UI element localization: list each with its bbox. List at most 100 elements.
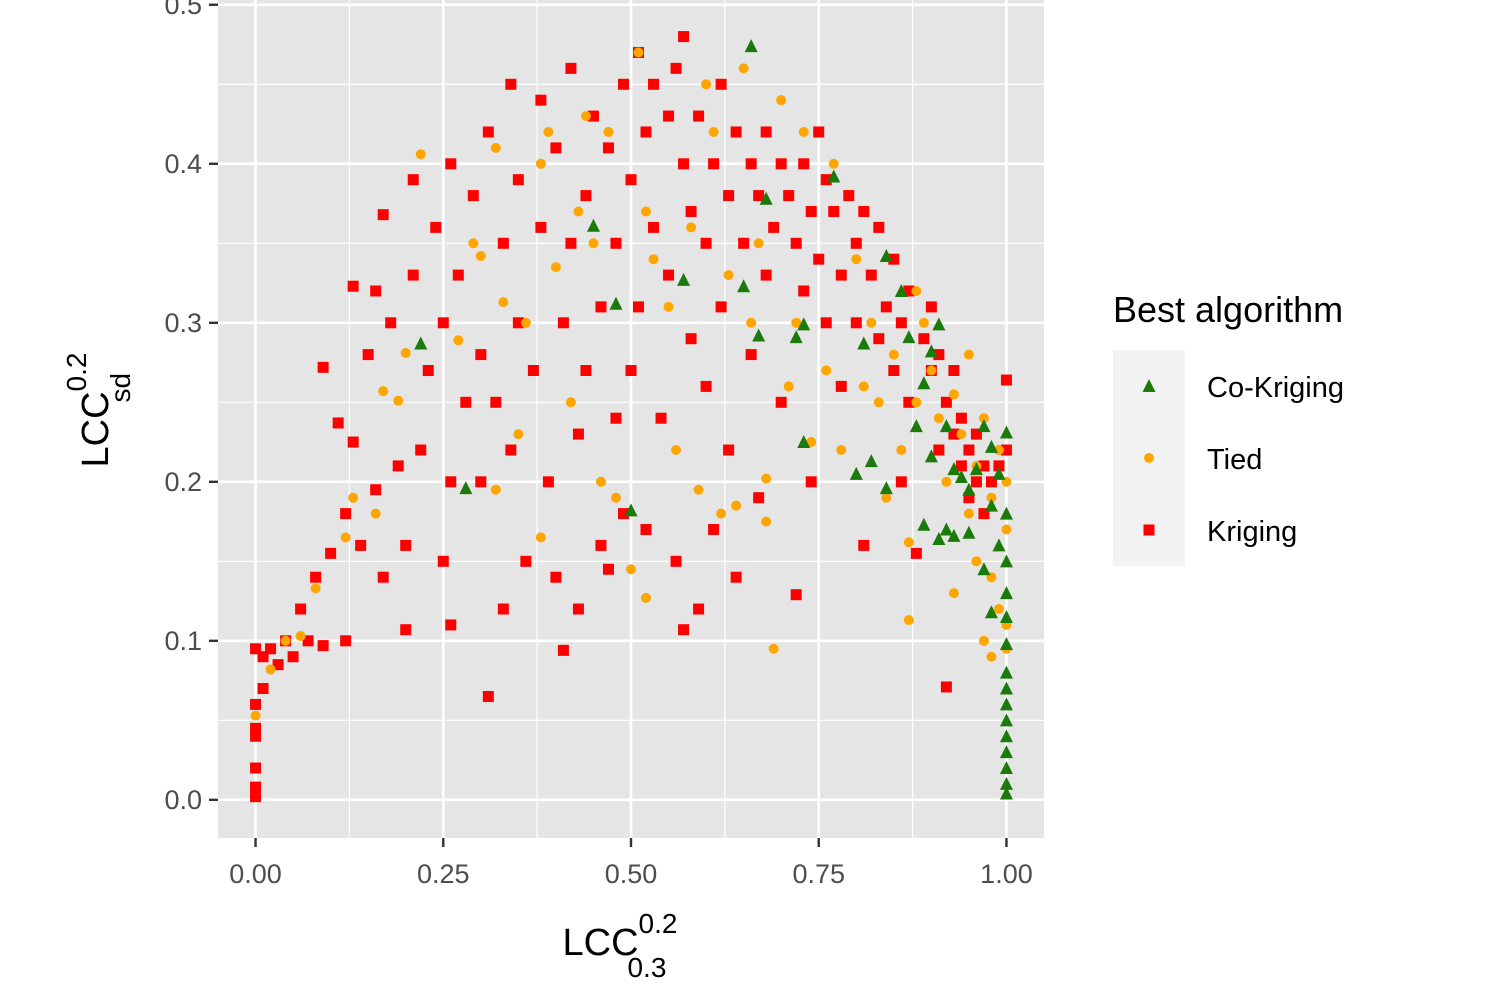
data-point-tied — [648, 254, 659, 265]
data-point-kriging — [535, 94, 547, 106]
data-point-co-kriging — [917, 517, 931, 531]
data-point-kriging — [708, 524, 720, 536]
data-point-kriging — [265, 643, 277, 655]
y-axis-title-sup: 0.2 — [61, 353, 92, 392]
data-point-tied — [798, 126, 809, 137]
data-point-kriging — [933, 444, 945, 456]
data-point-co-kriging — [857, 336, 871, 350]
data-point-kriging — [933, 349, 945, 361]
data-point-co-kriging — [586, 218, 600, 232]
data-point-tied — [490, 484, 501, 495]
data-point-co-kriging — [624, 503, 638, 517]
data-point-tied — [513, 429, 524, 440]
data-point-kriging — [1000, 374, 1012, 386]
data-point-kriging — [768, 221, 780, 233]
data-point-kriging — [820, 317, 832, 329]
data-point-tied — [340, 532, 351, 543]
data-point-tied — [663, 301, 674, 312]
data-point-co-kriging — [992, 538, 1006, 552]
data-point-tied — [535, 158, 546, 169]
data-point-kriging — [377, 209, 389, 221]
data-point-co-kriging — [797, 435, 811, 449]
legend-label: Co-Kriging — [1207, 372, 1344, 404]
y-tick-label: 0.0 — [164, 785, 202, 815]
data-point-co-kriging — [984, 498, 998, 512]
data-point-tied — [370, 508, 381, 519]
data-point-kriging — [287, 651, 299, 663]
data-point-co-kriging — [939, 522, 953, 536]
data-point-kriging — [250, 781, 262, 793]
data-point-co-kriging — [939, 419, 953, 433]
data-point-kriging — [835, 269, 847, 281]
data-point-kriging — [400, 624, 412, 636]
data-point-kriging — [587, 110, 599, 122]
data-point-kriging — [813, 126, 825, 138]
x-tick-label: 1.00 — [980, 859, 1033, 889]
data-point-kriging — [610, 412, 622, 424]
data-point-kriging — [948, 365, 960, 377]
data-point-kriging — [940, 681, 952, 693]
data-point-tied — [490, 142, 501, 153]
data-point-kriging — [467, 190, 479, 202]
data-point-kriging — [580, 365, 592, 377]
data-point-kriging — [798, 285, 810, 297]
data-point-tied — [550, 262, 561, 273]
y-tick-label: 0.3 — [164, 308, 202, 338]
data-point-kriging — [430, 221, 442, 233]
data-point-tied — [738, 63, 749, 74]
data-point-tied — [806, 437, 817, 448]
data-point-kriging — [858, 205, 870, 217]
data-point-kriging — [970, 428, 982, 440]
data-point-co-kriging — [999, 665, 1013, 679]
data-point-co-kriging — [984, 605, 998, 619]
data-point-kriging — [250, 698, 262, 710]
data-point-kriging — [475, 349, 487, 361]
data-point-tied — [761, 473, 772, 484]
data-point-kriging — [497, 603, 509, 615]
data-point-co-kriging — [977, 419, 991, 433]
series-tied — [250, 47, 1012, 721]
data-point-co-kriging — [797, 317, 811, 331]
data-point-kriging — [250, 730, 262, 742]
data-point-tied — [948, 588, 959, 599]
legend-items: Co-Kriging Tied Kriging — [1142, 372, 1344, 548]
data-point-co-kriging — [999, 729, 1013, 743]
data-point-tied — [888, 349, 899, 360]
data-point-kriging — [700, 237, 712, 249]
data-point-kriging — [1000, 444, 1012, 456]
data-point-kriging — [250, 722, 262, 734]
data-point-co-kriging — [827, 169, 841, 183]
data-point-co-kriging — [999, 713, 1013, 727]
major-gridlines — [218, 0, 1044, 838]
data-point-kriging — [572, 603, 584, 615]
data-point-kriging — [610, 237, 622, 249]
data-point-kriging — [888, 365, 900, 377]
data-point-tied — [686, 222, 697, 233]
data-point-co-kriging — [999, 637, 1013, 651]
data-point-tied — [633, 47, 644, 58]
data-point-co-kriging — [999, 776, 1013, 790]
data-point-co-kriging — [932, 532, 946, 546]
data-point-kriging — [542, 476, 554, 488]
data-point-kriging — [903, 285, 915, 297]
data-point-kriging — [550, 142, 562, 154]
data-points — [250, 31, 1013, 803]
data-point-kriging — [422, 365, 434, 377]
data-point-tied — [498, 297, 509, 308]
data-point-tied — [903, 615, 914, 626]
data-point-co-kriging — [909, 419, 923, 433]
data-point-kriging — [970, 476, 982, 488]
legend-label: Tied — [1207, 444, 1262, 476]
data-point-tied — [250, 710, 261, 721]
data-point-co-kriging — [414, 336, 428, 350]
data-point-kriging — [895, 476, 907, 488]
data-point-tied — [918, 317, 929, 328]
data-point-kriging — [437, 317, 449, 329]
data-point-tied — [821, 365, 832, 376]
data-point-co-kriging — [759, 191, 773, 205]
data-point-kriging — [377, 571, 389, 583]
data-point-tied — [903, 537, 914, 548]
data-point-co-kriging — [999, 786, 1013, 800]
data-point-kriging — [565, 62, 577, 74]
